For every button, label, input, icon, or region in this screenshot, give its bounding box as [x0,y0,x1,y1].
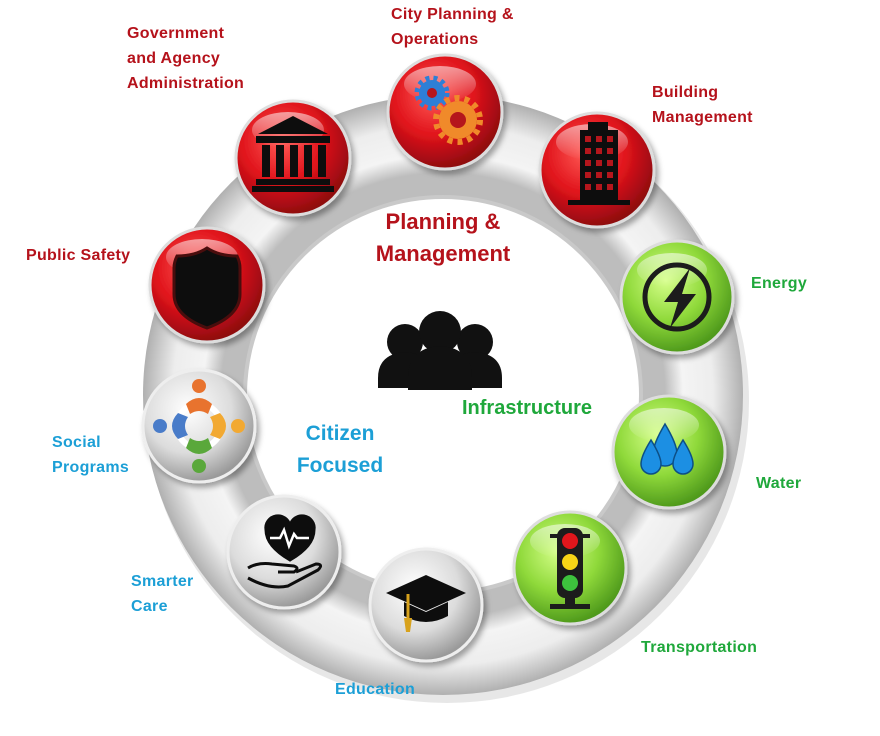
government-node [234,99,352,217]
building-line-1: Building [652,84,719,101]
care-line-1: Smarter [131,573,194,590]
city-planning-line-2: Operations [391,31,479,48]
education-label: Education [335,681,416,698]
care-line-2: Care [131,598,168,615]
people-circle-icon [153,379,245,473]
heart-hand-icon [247,514,323,589]
education-node [368,547,484,663]
transportation-node [512,510,628,626]
graduation-cap-icon [386,575,466,632]
social-line-2: Programs [52,459,130,476]
government-building-icon [252,116,334,192]
citizen-label: Citizen Focused [284,418,396,482]
social-node [141,368,257,484]
citizen-line-2: Focused [296,454,384,477]
building-label: Building Management [652,80,753,130]
care-node [226,494,342,610]
energy-label: Energy [751,275,808,292]
public-safety-label: Public Safety [26,247,131,264]
infrastructure-label: Infrastructure [462,397,593,419]
people-group-icon [378,311,502,390]
office-building-icon [568,122,630,205]
building-node [538,111,656,229]
citizen-line-1: Citizen [305,422,375,445]
gears-icon [414,75,483,145]
city-planning-line-1: City Planning & [391,6,514,23]
city-planning-label: City Planning & Operations [391,2,514,52]
planning-label: Planning & Management [360,206,526,270]
lightning-icon [642,262,712,332]
building-line-2: Management [652,109,753,126]
government-line-3: Administration [127,75,245,92]
energy-node [619,239,735,355]
traffic-light-icon [550,528,590,609]
shield-icon [172,246,242,330]
water-drops-icon [640,422,694,475]
social-line-1: Social [52,434,101,451]
government-line-2: and Agency [127,50,221,67]
water-label: Water [756,475,802,492]
social-label: Social Programs [52,430,129,480]
care-label: Smarter Care [131,569,194,619]
government-label: Government and Agency Administration [127,21,244,96]
city-planning-node [386,53,504,171]
planning-line-2: Management [375,241,511,266]
transportation-label: Transportation [641,639,758,656]
planning-line-1: Planning & [385,209,501,234]
government-line-1: Government [127,25,225,42]
water-node [611,394,727,510]
public-safety-node [148,226,266,344]
